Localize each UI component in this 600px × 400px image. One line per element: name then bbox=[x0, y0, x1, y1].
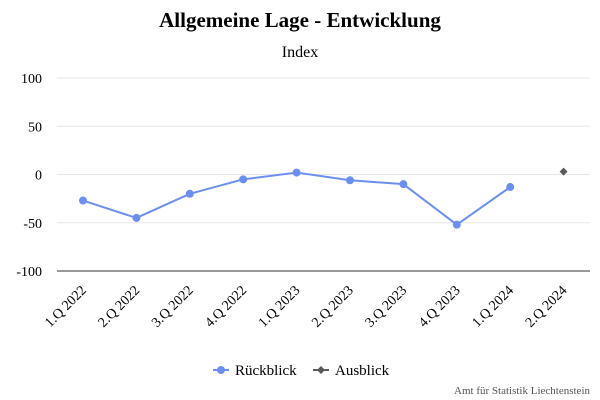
x-axis: 1.Q 2022 2.Q 2022 3.Q 2022 4.Q 2022 1.Q 2023… bbox=[42, 270, 590, 331]
data-point[interactable] bbox=[452, 220, 461, 229]
legend-item[interactable]: Rückblick bbox=[213, 363, 297, 379]
x-tick-label: 4.Q 2023 bbox=[416, 283, 463, 330]
legend-item[interactable]: Ausblick bbox=[313, 363, 390, 379]
legend-label: Ausblick bbox=[335, 363, 390, 379]
data-point[interactable] bbox=[292, 168, 301, 177]
data-point[interactable] bbox=[185, 189, 194, 198]
chart-subtitle: Index bbox=[282, 44, 318, 61]
x-tick-label: 3.Q 2023 bbox=[363, 283, 410, 330]
data-point[interactable] bbox=[559, 167, 568, 176]
data-point[interactable] bbox=[79, 196, 87, 205]
y-tick-label: 0 bbox=[35, 169, 42, 184]
x-tick-label: 1.Q 2022 bbox=[42, 283, 89, 330]
x-tick-label: 2.Q 2024 bbox=[523, 283, 570, 330]
legend[interactable]: Rückblick Ausblick bbox=[213, 363, 390, 379]
legend-marker bbox=[217, 366, 225, 374]
gridlines bbox=[57, 77, 590, 224]
credit-text[interactable]: Amt für Statistik Liechtenstein bbox=[454, 385, 590, 397]
data-point[interactable] bbox=[399, 180, 408, 189]
x-tick-label: 1.Q 2024 bbox=[470, 283, 517, 330]
x-tick-label: 3.Q 2022 bbox=[149, 283, 196, 330]
y-axis: 100 50 0 -50 -100 bbox=[16, 72, 42, 280]
y-tick-label: 100 bbox=[21, 72, 42, 87]
y-tick-label: -50 bbox=[23, 217, 42, 232]
series-group bbox=[79, 167, 568, 229]
legend-label: Rückblick bbox=[235, 363, 297, 379]
x-tick-label: 2.Q 2023 bbox=[309, 283, 356, 330]
x-tick-label: 4.Q 2022 bbox=[203, 283, 250, 330]
series-line bbox=[82, 171, 511, 226]
data-point[interactable] bbox=[239, 175, 248, 184]
data-point[interactable] bbox=[506, 183, 515, 192]
data-point[interactable] bbox=[346, 176, 354, 185]
x-tick-label: 1.Q 2023 bbox=[256, 283, 303, 330]
legend-marker bbox=[317, 366, 325, 374]
x-tick-label: 2.Q 2022 bbox=[96, 283, 143, 330]
y-tick-label: -100 bbox=[16, 265, 42, 280]
chart-title: Allgemeine Lage - Entwicklung bbox=[159, 8, 441, 32]
y-tick-label: 50 bbox=[28, 120, 42, 135]
data-point[interactable] bbox=[132, 213, 141, 222]
